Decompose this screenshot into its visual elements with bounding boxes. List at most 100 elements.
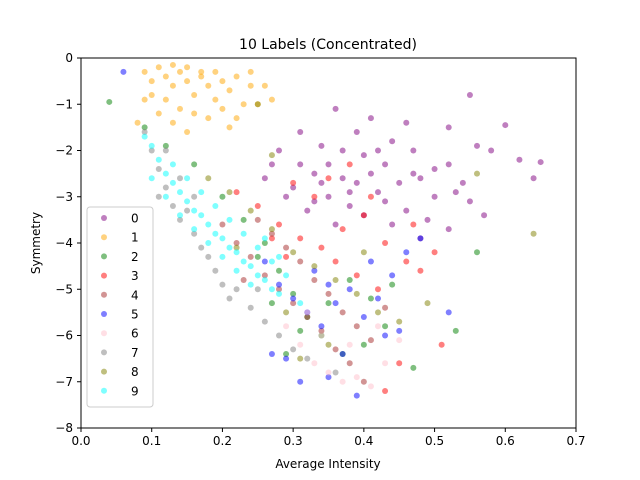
scatter-point <box>240 101 247 108</box>
scatter-point <box>268 152 275 159</box>
scatter-point <box>466 92 473 98</box>
scatter-point <box>311 198 318 205</box>
y-tick-label: −8 <box>55 421 73 435</box>
scatter-point <box>198 212 205 219</box>
scatter-point <box>431 249 438 256</box>
scatter-point <box>205 221 212 228</box>
scatter-point <box>318 142 325 149</box>
scatter-point <box>297 235 304 242</box>
x-tick-label: 0.0 <box>71 434 90 448</box>
scatter-point <box>304 309 311 316</box>
scatter-point <box>537 159 544 166</box>
scatter-point <box>212 203 219 209</box>
scatter-point <box>233 240 240 246</box>
scatter-point <box>396 337 403 344</box>
scatter-point <box>233 73 240 80</box>
scatter-point <box>311 360 318 367</box>
scatter-point <box>205 82 212 89</box>
scatter-point <box>290 179 297 186</box>
scatter-point <box>276 253 282 260</box>
scatter-point <box>283 272 290 279</box>
scatter-point <box>332 105 339 112</box>
legend: 0 1 2 3 4 5 6 7 8 9 <box>86 206 154 408</box>
scatter-point <box>389 221 396 228</box>
scatter-point <box>177 68 183 75</box>
legend-box <box>86 206 154 408</box>
scatter-point <box>247 82 254 89</box>
scatter-point <box>148 175 155 182</box>
scatter-point <box>325 374 332 381</box>
scatter-point <box>367 337 374 344</box>
scatter-point <box>389 138 396 145</box>
scatter-point <box>297 300 304 307</box>
scatter-point <box>375 309 381 316</box>
scatter-point <box>304 314 311 320</box>
scatter-point <box>360 212 367 219</box>
x-tick-label: 0.7 <box>566 434 585 448</box>
scatter-point <box>353 179 360 186</box>
scatter-point <box>254 244 261 251</box>
scatter-point <box>367 193 374 200</box>
scatter-point <box>396 179 403 186</box>
scatter-point <box>226 216 233 223</box>
scatter-point <box>530 230 537 237</box>
scatter-point <box>155 166 162 172</box>
scatter-point <box>318 179 325 186</box>
scatter-point <box>141 129 148 135</box>
scatter-point <box>382 161 389 168</box>
scatter-point <box>403 119 410 126</box>
scatter-point <box>367 258 374 265</box>
scatter-point <box>261 240 268 246</box>
scatter-point <box>283 323 290 330</box>
scatter-point <box>219 253 226 260</box>
scatter-point <box>283 355 290 362</box>
scatter-point <box>148 78 155 85</box>
scatter-point <box>367 295 374 302</box>
scatter-point <box>325 193 332 200</box>
x-tick-label: 0.3 <box>284 434 303 448</box>
scatter-point <box>268 286 275 293</box>
scatter-point <box>240 258 247 265</box>
scatter-point <box>431 193 438 200</box>
scatter-point <box>382 332 389 339</box>
scatter-point <box>396 327 403 334</box>
legend-marker <box>101 387 107 394</box>
scatter-point <box>276 332 282 339</box>
scatter-point <box>474 142 480 149</box>
scatter-point <box>339 378 346 385</box>
scatter-point <box>148 92 155 98</box>
scatter-point <box>169 82 176 89</box>
scatter-point <box>410 364 417 371</box>
scatter-point <box>191 230 198 237</box>
scatter-point <box>445 124 452 131</box>
scatter-point <box>403 207 410 214</box>
scatter-point <box>261 318 268 325</box>
scatter-point <box>219 281 226 288</box>
legend-label: 1 <box>131 231 139 245</box>
scatter-point <box>155 193 162 200</box>
y-tick-label: −7 <box>55 375 73 389</box>
scatter-point <box>445 226 452 233</box>
scatter-point <box>339 351 346 357</box>
scatter-point <box>290 300 297 307</box>
scatter-point <box>141 68 148 75</box>
scatter-point <box>184 129 191 135</box>
scatter-point <box>120 68 127 75</box>
legend-label: 3 <box>131 269 139 283</box>
scatter-point <box>353 272 360 279</box>
legend-marker <box>101 234 107 241</box>
scatter-point <box>184 198 191 205</box>
scatter-point <box>233 189 240 196</box>
scatter-point <box>162 170 169 177</box>
scatter-point <box>247 207 254 214</box>
y-tick-label: −5 <box>55 282 73 296</box>
legend-label: 9 <box>131 384 139 398</box>
scatter-point <box>297 161 304 168</box>
scatter-point <box>283 309 290 316</box>
scatter-point <box>311 170 318 177</box>
scatter-point <box>290 184 297 191</box>
scatter-point <box>325 175 332 182</box>
scatter-point <box>268 230 275 237</box>
scatter-point <box>367 170 374 177</box>
scatter-point <box>332 346 339 353</box>
